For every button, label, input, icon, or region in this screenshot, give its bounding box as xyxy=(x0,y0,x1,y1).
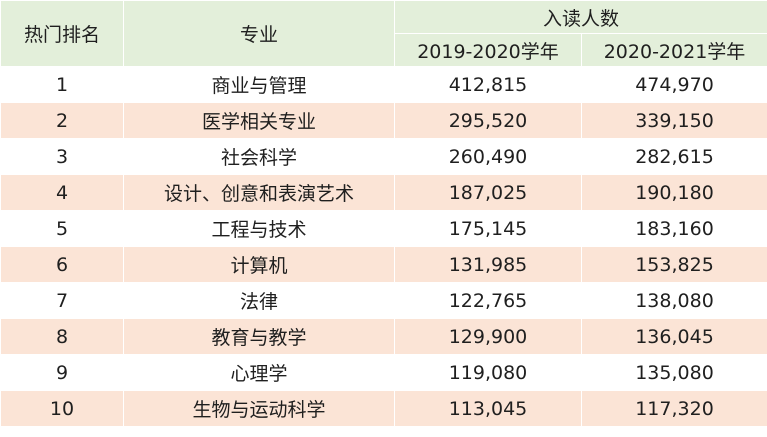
enrollment-table: 热门排名 专业 入读人数 2019-2020学年 2020-2021学年 1 商… xyxy=(0,0,767,427)
table-header: 热门排名 专业 入读人数 2019-2020学年 2020-2021学年 xyxy=(0,0,767,67)
major-cell: 设计、创意和表演艺术 xyxy=(123,174,395,211)
table-row: 6 计算机 131,985 153,825 xyxy=(0,246,767,283)
table-row: 1 商业与管理 412,815 474,970 xyxy=(0,66,767,103)
table-row: 10 生物与运动科学 113,045 117,320 xyxy=(0,390,767,427)
enrollment-2020-2021-cell: 474,970 xyxy=(580,66,767,103)
major-cell: 教育与教学 xyxy=(123,318,395,355)
header-rank: 热门排名 xyxy=(0,0,124,67)
enrollment-2019-2020-cell: 131,985 xyxy=(394,246,582,283)
enrollment-2020-2021-cell: 339,150 xyxy=(580,102,767,139)
rank-cell: 1 xyxy=(0,66,124,103)
enrollment-2019-2020-cell: 119,080 xyxy=(394,354,582,391)
table-row: 2 医学相关专业 295,520 339,150 xyxy=(0,102,767,139)
major-cell: 生物与运动科学 xyxy=(123,390,395,427)
header-enrollment: 入读人数 xyxy=(393,0,767,34)
major-cell: 心理学 xyxy=(123,354,395,391)
enrollment-2019-2020-cell: 260,490 xyxy=(394,138,582,175)
table-row: 3 社会科学 260,490 282,615 xyxy=(0,138,767,175)
header-major: 专业 xyxy=(123,0,395,67)
rank-cell: 2 xyxy=(0,102,124,139)
table-row: 7 法律 122,765 138,080 xyxy=(0,282,767,319)
enrollment-2020-2021-cell: 190,180 xyxy=(580,174,767,211)
rank-cell: 7 xyxy=(0,282,124,319)
table-row: 4 设计、创意和表演艺术 187,025 190,180 xyxy=(0,174,767,211)
enrollment-2020-2021-cell: 282,615 xyxy=(580,138,767,175)
enrollment-2019-2020-cell: 412,815 xyxy=(394,66,582,103)
table-row: 8 教育与教学 129,900 136,045 xyxy=(0,318,767,355)
enrollment-2019-2020-cell: 295,520 xyxy=(394,102,582,139)
major-cell: 医学相关专业 xyxy=(123,102,395,139)
enrollment-2019-2020-cell: 113,045 xyxy=(394,390,582,427)
rank-cell: 8 xyxy=(0,318,124,355)
major-cell: 法律 xyxy=(123,282,395,319)
enrollment-2020-2021-cell: 183,160 xyxy=(580,210,767,247)
header-year-2019-2020: 2019-2020学年 xyxy=(394,33,582,67)
enrollment-2019-2020-cell: 175,145 xyxy=(394,210,582,247)
enrollment-2020-2021-cell: 153,825 xyxy=(580,246,767,283)
table-row: 5 工程与技术 175,145 183,160 xyxy=(0,210,767,247)
enrollment-2020-2021-cell: 117,320 xyxy=(580,390,767,427)
header-year-2020-2021: 2020-2021学年 xyxy=(580,33,767,67)
major-cell: 社会科学 xyxy=(123,138,395,175)
enrollment-2019-2020-cell: 187,025 xyxy=(394,174,582,211)
rank-cell: 4 xyxy=(0,174,124,211)
major-cell: 商业与管理 xyxy=(123,66,395,103)
enrollment-2019-2020-cell: 122,765 xyxy=(394,282,582,319)
rank-cell: 10 xyxy=(0,390,124,427)
rank-cell: 5 xyxy=(0,210,124,247)
enrollment-2019-2020-cell: 129,900 xyxy=(394,318,582,355)
rank-cell: 6 xyxy=(0,246,124,283)
enrollment-2020-2021-cell: 135,080 xyxy=(580,354,767,391)
enrollment-2020-2021-cell: 136,045 xyxy=(580,318,767,355)
major-cell: 计算机 xyxy=(123,246,395,283)
rank-cell: 3 xyxy=(0,138,124,175)
rank-cell: 9 xyxy=(0,354,124,391)
table-body: 1 商业与管理 412,815 474,970 2 医学相关专业 295,520… xyxy=(0,66,767,427)
table-row: 9 心理学 119,080 135,080 xyxy=(0,354,767,391)
major-cell: 工程与技术 xyxy=(123,210,395,247)
enrollment-2020-2021-cell: 138,080 xyxy=(580,282,767,319)
